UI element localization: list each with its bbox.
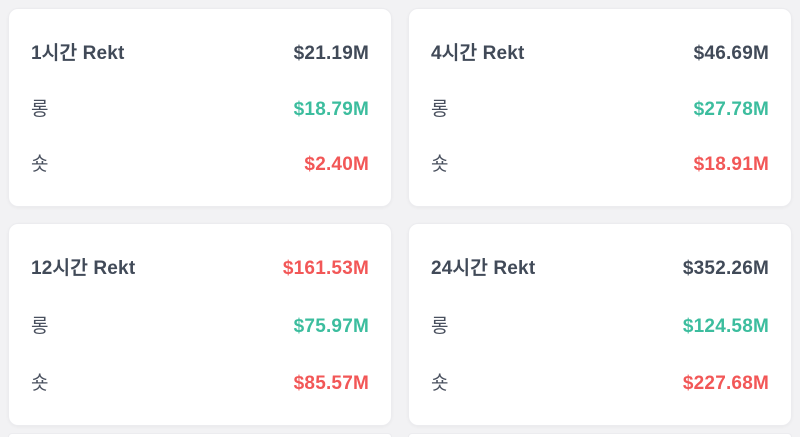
- short-row: 숏 $85.57M: [31, 373, 369, 395]
- long-value: $18.79M: [293, 98, 369, 120]
- long-value: $124.58M: [682, 315, 769, 337]
- short-label: 숏: [31, 373, 49, 394]
- short-row: 숏 $18.91M: [431, 154, 769, 176]
- rekt-total-value: $46.69M: [693, 43, 769, 64]
- short-value: $227.68M: [682, 373, 769, 394]
- long-label: 롱: [431, 315, 449, 337]
- rekt-card-title: 12시간 Rekt: [31, 258, 136, 279]
- long-label: 롱: [31, 98, 49, 120]
- short-value: $18.91M: [693, 154, 769, 175]
- long-row: 롱 $18.79M: [31, 99, 369, 121]
- rekt-total-value: $352.26M: [682, 258, 769, 279]
- rekt-card-title: 24시간 Rekt: [431, 258, 536, 279]
- short-label: 숏: [31, 154, 49, 175]
- long-label: 롱: [431, 98, 449, 120]
- rekt-card-1h: 1시간 Rekt $21.19M 롱 $18.79M 숏 $2.40M: [8, 8, 392, 207]
- long-value: $27.78M: [693, 98, 769, 120]
- short-row: 숏 $227.68M: [431, 373, 769, 395]
- short-label: 숏: [431, 154, 449, 175]
- rekt-card-24h: 24시간 Rekt $352.26M 롱 $124.58M 숏 $227.68M: [408, 223, 792, 426]
- rekt-card-12h: 12시간 Rekt $161.53M 롱 $75.97M 숏 $85.57M: [8, 223, 392, 426]
- rekt-card-4h: 4시간 Rekt $46.69M 롱 $27.78M 숏 $18.91M: [408, 8, 792, 207]
- rekt-card-header: 24시간 Rekt $352.26M: [431, 258, 769, 280]
- rekt-card-title: 4시간 Rekt: [431, 43, 525, 64]
- short-label: 숏: [431, 373, 449, 394]
- short-row: 숏 $2.40M: [31, 154, 369, 176]
- long-label: 롱: [31, 315, 49, 337]
- rekt-card-header: 1시간 Rekt $21.19M: [31, 43, 369, 65]
- rekt-total-value: $21.19M: [293, 43, 369, 64]
- long-row: 롱 $124.58M: [431, 316, 769, 338]
- next-row-card-edge: [408, 433, 792, 437]
- short-value: $2.40M: [304, 154, 369, 175]
- short-value: $85.57M: [293, 373, 369, 394]
- rekt-total-value: $161.53M: [282, 258, 369, 279]
- rekt-card-header: 12시간 Rekt $161.53M: [31, 258, 369, 280]
- long-row: 롱 $27.78M: [431, 99, 769, 121]
- next-row-card-edge: [8, 433, 392, 437]
- rekt-card-title: 1시간 Rekt: [31, 43, 125, 64]
- long-row: 롱 $75.97M: [31, 316, 369, 338]
- long-value: $75.97M: [293, 315, 369, 337]
- card-grid: 1시간 Rekt $21.19M 롱 $18.79M 숏 $2.40M 4시간 …: [8, 8, 792, 426]
- rekt-card-header: 4시간 Rekt $46.69M: [431, 43, 769, 65]
